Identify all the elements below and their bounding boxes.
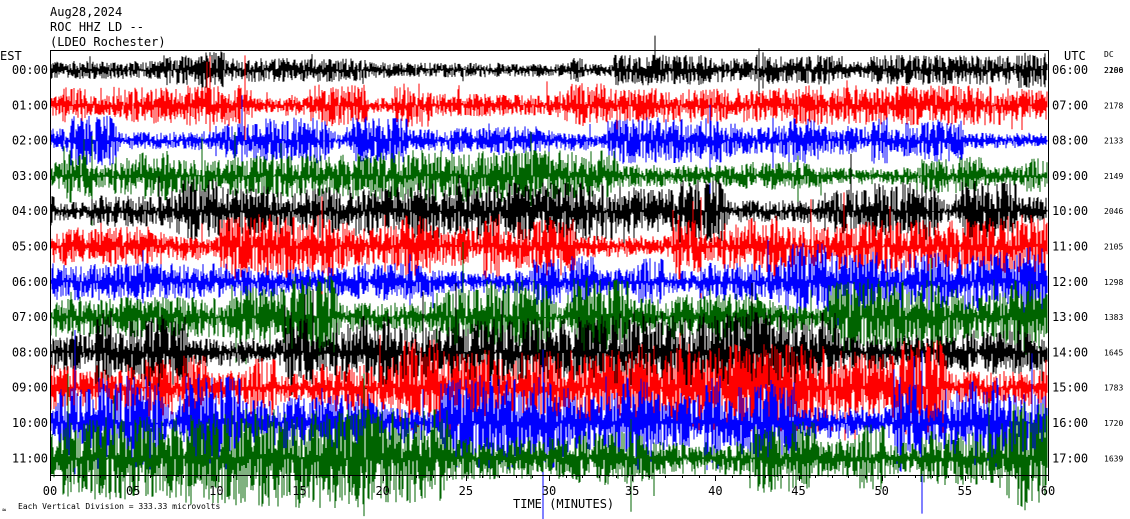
x-axis-title: TIME (MINUTES) — [513, 497, 614, 511]
dc-value: 2178 — [1104, 101, 1123, 110]
est-hour-label: 03:00 — [12, 169, 48, 183]
est-hour-label: 00:00 — [12, 63, 48, 77]
dc-value: 2200 — [1104, 66, 1123, 75]
x-tick-label: 60 — [1041, 484, 1055, 498]
dc-value: 1720 — [1104, 419, 1123, 428]
right-axis-title: UTC — [1064, 49, 1086, 63]
dc-value: 2046 — [1104, 207, 1123, 216]
est-hour-label: 04:00 — [12, 204, 48, 218]
x-tick-label: 25 — [459, 484, 473, 498]
x-tick-label: 05 — [126, 484, 140, 498]
utc-hour-label: 10:00 — [1052, 204, 1088, 218]
dc-title: DC — [1104, 50, 1114, 59]
est-hour-label: 01:00 — [12, 98, 48, 112]
dc-value: 1783 — [1104, 384, 1123, 393]
utc-hour-label: 14:00 — [1052, 345, 1088, 359]
utc-hour-label: 16:00 — [1052, 416, 1088, 430]
utc-hour-label: 13:00 — [1052, 310, 1088, 324]
left-axis-title: EST — [0, 49, 22, 63]
est-hour-label: 08:00 — [12, 345, 48, 359]
x-tick-label: 50 — [874, 484, 888, 498]
dc-value: 1645 — [1104, 348, 1123, 357]
x-tick-label: 00 — [43, 484, 57, 498]
est-hour-label: 11:00 — [12, 451, 48, 465]
utc-hour-label: 08:00 — [1052, 134, 1088, 148]
est-hour-label: 10:00 — [12, 416, 48, 430]
utc-hour-label: 17:00 — [1052, 451, 1088, 465]
x-tick-label: 30 — [542, 484, 556, 498]
utc-hour-label: 07:00 — [1052, 98, 1088, 112]
network-label: (LDEO Rochester) — [50, 35, 166, 49]
utc-hour-label: 09:00 — [1052, 169, 1088, 183]
footnote-mark: ≈ — [2, 506, 6, 514]
x-tick-label: 45 — [791, 484, 805, 498]
x-tick-label: 20 — [375, 484, 389, 498]
footnote: Each Vertical Division = 333.33 microvol… — [18, 502, 220, 511]
x-tick-label: 55 — [958, 484, 972, 498]
date-label: Aug28,2024 — [50, 5, 122, 19]
trace-row — [50, 35, 1048, 95]
est-hour-label: 07:00 — [12, 310, 48, 324]
trace-layer — [50, 35, 1048, 519]
utc-hour-label: 15:00 — [1052, 381, 1088, 395]
dc-value: 2149 — [1104, 172, 1123, 181]
x-tick-label: 15 — [292, 484, 306, 498]
est-hour-label: 02:00 — [12, 134, 48, 148]
dc-value: 1639 — [1104, 454, 1123, 463]
dc-value-overlap: 2186 — [1104, 66, 1123, 75]
x-tick-label: 40 — [708, 484, 722, 498]
dc-value: 1298 — [1104, 278, 1123, 287]
est-hour-label: 05:00 — [12, 240, 48, 254]
est-hour-label: 09:00 — [12, 381, 48, 395]
x-axis-ticks: 00 05 10 15 20 25 30 35 40 45 50 55 60 — [43, 475, 1055, 498]
utc-hour-label: 12:00 — [1052, 275, 1088, 289]
utc-hour-label: 11:00 — [1052, 240, 1088, 254]
dc-value: 2105 — [1104, 243, 1123, 252]
dc-value: 1383 — [1104, 313, 1123, 322]
dc-value: 2133 — [1104, 137, 1123, 146]
x-tick-label: 35 — [625, 484, 639, 498]
station-label: ROC HHZ LD -- — [50, 20, 144, 34]
est-hour-label: 06:00 — [12, 275, 48, 289]
utc-hour-label: 06:00 — [1052, 63, 1088, 77]
x-tick-label: 10 — [209, 484, 223, 498]
